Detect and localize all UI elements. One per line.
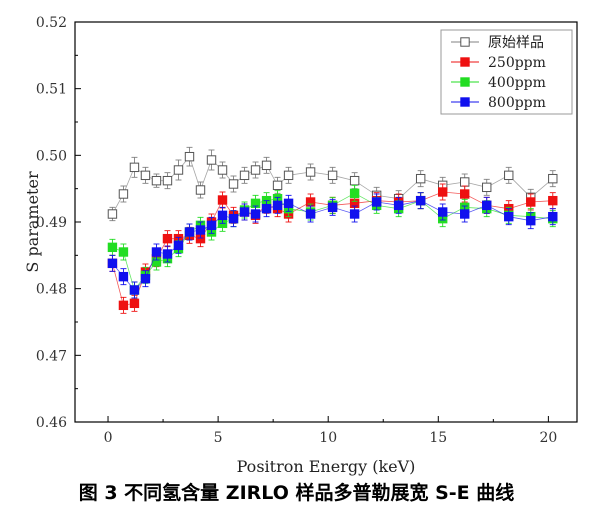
chart: 0 5 10 15 20 0.46 0.47 0.48 0.49 0.50 0.51 0.52 Pos… [23,15,578,476]
data-point [173,240,184,251]
series-4 [107,192,558,299]
data-point [272,180,283,191]
x-axis-title: Positron Energy (keV) [237,457,416,476]
data-point [327,170,338,181]
legend-marker [460,77,470,87]
data-point [250,165,261,175]
data-point [107,258,118,269]
data-point [272,200,283,211]
legend-label: 250ppm [488,55,546,71]
data-point [118,189,129,199]
figure-caption: 图 3 不同氢含量 ZIRLO 样品多普勒展宽 S-E 曲线 [78,482,515,504]
data-point [460,177,470,187]
data-point [107,242,118,253]
legend-marker [460,37,470,47]
data-point [460,189,470,199]
data-point [393,200,404,211]
data-point [504,211,514,222]
data-point [261,160,272,171]
data-point [460,209,470,219]
data-point [250,209,261,219]
data-point [239,170,250,181]
data-point [140,170,151,181]
data-point [283,198,294,209]
data-point [283,170,294,181]
data-point [195,185,206,195]
y-tick-label: 0.48 [36,282,67,298]
data-point [239,207,250,217]
x-tick-label: 10 [319,430,337,446]
data-point [217,210,228,221]
data-point [118,247,129,257]
y-tick-label: 0.50 [36,148,67,164]
data-point [349,209,360,219]
data-point [173,165,184,175]
data-point [228,213,239,224]
legend-marker [460,97,470,107]
data-point [206,220,217,231]
data-point [151,247,162,257]
data-point [228,179,239,189]
data-point [437,187,448,197]
data-point [548,211,558,222]
data-point [140,273,151,284]
series-layer [107,146,558,314]
x-tick-label: 5 [214,430,223,446]
data-point [162,233,173,244]
x-tick-label: 0 [104,430,113,446]
x-tick-label: 15 [429,430,447,446]
legend-marker [460,57,470,67]
data-point [548,173,558,184]
data-point [305,209,316,219]
y-axis-title: S parameter [23,171,42,273]
legend-label: 400ppm [488,75,546,91]
data-point [415,195,426,206]
data-point [261,203,272,214]
y-tick-label: 0.52 [36,15,67,31]
y-tick-label: 0.47 [36,348,67,364]
x-tick-label: 20 [539,430,557,446]
axes: 0 5 10 15 20 0.46 0.47 0.48 0.49 0.50 0.51 0.52 [36,15,557,446]
data-point [526,215,536,226]
data-point [118,271,129,282]
data-point [504,170,514,181]
data-point [151,175,162,186]
data-point [129,285,140,295]
legend: 原始样品 250ppm 400ppm 800ppm [440,29,573,115]
data-point [129,162,140,173]
data-point [415,173,426,184]
data-point [327,202,338,213]
data-point [526,197,536,207]
data-point [206,155,217,165]
data-point [482,182,492,193]
data-point [482,200,492,211]
data-point [548,195,558,206]
data-point [195,225,206,235]
data-point [217,165,228,175]
data-point [349,175,360,186]
y-tick-label: 0.46 [36,415,67,431]
data-point [437,207,448,217]
y-tick-label: 0.51 [36,82,67,98]
legend-label: 800ppm [488,95,546,111]
data-point [184,151,195,162]
data-point [107,209,118,219]
data-point [118,300,129,311]
data-point [349,188,360,199]
legend-label: 原始样品 [488,35,544,51]
y-tick-label: 0.49 [36,215,67,231]
data-point [162,175,173,186]
data-point [371,197,382,207]
data-point [217,195,228,205]
data-point [305,167,316,177]
data-point [129,298,140,309]
data-point [162,249,173,259]
data-point [184,227,195,237]
